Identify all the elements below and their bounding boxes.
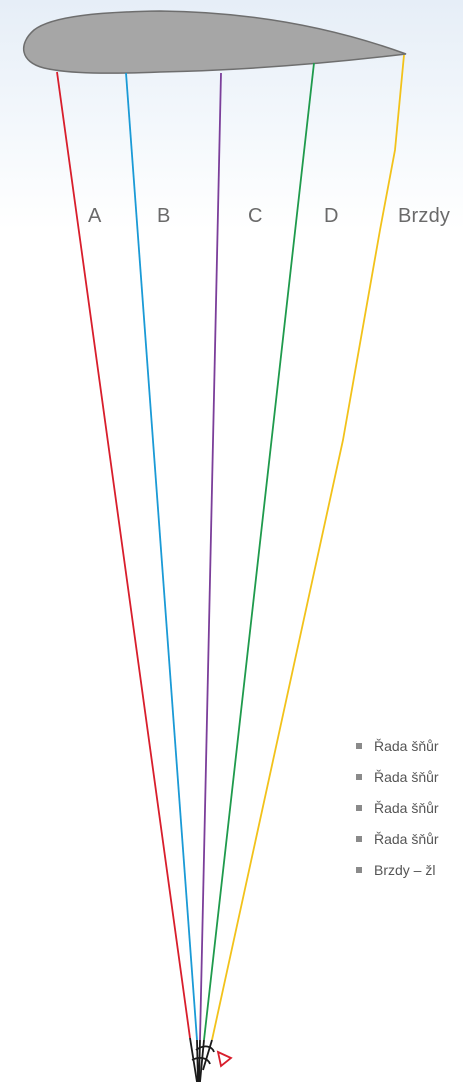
legend-item-label: Řada šňůr bbox=[374, 800, 439, 816]
row-label-c: C bbox=[248, 205, 263, 227]
line-row-b bbox=[125, 72, 198, 1041]
bullet-square-icon bbox=[356, 805, 362, 811]
riser-line bbox=[196, 1039, 199, 1082]
bullet-square-icon bbox=[356, 743, 362, 749]
legend-item: Brzdy – žl bbox=[356, 857, 463, 888]
risers bbox=[189, 1037, 215, 1082]
line-row-c bbox=[199, 72, 222, 1041]
row-label-brakes: Brzdy bbox=[398, 205, 451, 227]
row-label-b: B bbox=[157, 205, 171, 227]
legend-item-label: Brzdy – žl bbox=[374, 862, 436, 878]
riser-line bbox=[202, 1039, 213, 1071]
bullet-square-icon bbox=[356, 867, 362, 873]
legend-item: Řada šňůr bbox=[356, 764, 463, 795]
legend-item: Řada šňůr bbox=[356, 795, 463, 826]
bullet-square-icon bbox=[356, 836, 362, 842]
legend-item-label: Řada šňůr bbox=[374, 738, 439, 754]
brake-handle-icon bbox=[216, 1050, 233, 1068]
line-row-d bbox=[203, 62, 315, 1041]
wing-airfoil-shape bbox=[22, 10, 407, 74]
line-legend: Řada šňůr Řada šňůr Řada šňůr Řada šňůr … bbox=[356, 733, 463, 888]
legend-item: Řada šňůr bbox=[356, 826, 463, 857]
line-row-a bbox=[56, 71, 191, 1039]
legend-item-label: Řada šňůr bbox=[374, 831, 439, 847]
row-label-d: D bbox=[324, 205, 339, 227]
bullet-square-icon bbox=[356, 774, 362, 780]
riser-line bbox=[191, 1057, 211, 1065]
riser-line bbox=[195, 1045, 215, 1053]
legend-item: Řada šňůr bbox=[356, 733, 463, 764]
line-brakes bbox=[211, 54, 405, 1041]
legend-item-label: Řada šňůr bbox=[374, 769, 439, 785]
row-label-a: A bbox=[88, 205, 102, 227]
